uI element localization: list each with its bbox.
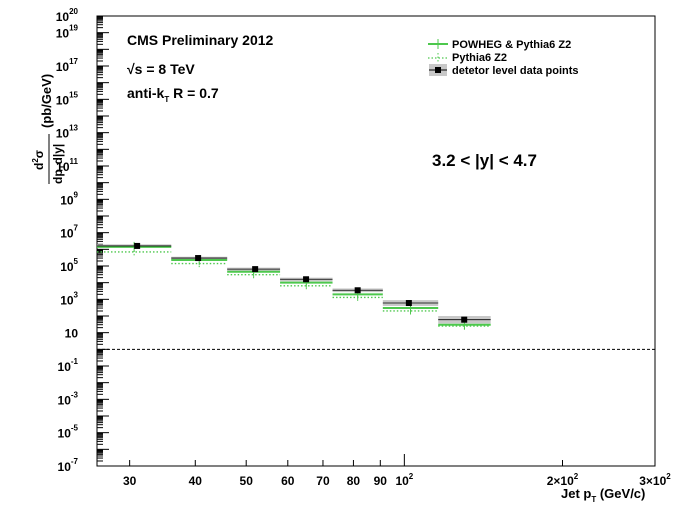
x-tick-exponent: 2 bbox=[666, 472, 671, 481]
mc-series-group bbox=[97, 241, 491, 332]
x-tick-label: 70 bbox=[316, 474, 330, 488]
x-tick-label: 30 bbox=[123, 474, 137, 488]
y-tick-label: 1015 bbox=[56, 90, 79, 107]
y-tick-label: 10-3 bbox=[58, 390, 79, 407]
x-tick-label: 60 bbox=[281, 474, 295, 488]
y-tick-exponent: -3 bbox=[71, 390, 79, 399]
x-tick-label: 3×102 bbox=[639, 472, 671, 488]
x-tick-label: 90 bbox=[374, 474, 388, 488]
algorithm-sub: T bbox=[164, 95, 169, 104]
legend: POWHEG & Pythia6 Z2 Pythia6 Z2 detetor l… bbox=[428, 39, 579, 77]
y-tick-exponent: 5 bbox=[74, 257, 79, 266]
y-tick-exponent: 7 bbox=[74, 224, 79, 233]
x-tick-exponent: 2 bbox=[574, 472, 579, 481]
y-tick-exponent: 3 bbox=[74, 290, 79, 299]
legend-entry-data: detetor level data points bbox=[429, 64, 579, 77]
plot-frame bbox=[96, 15, 656, 467]
data-point bbox=[252, 266, 259, 273]
y-tick-exponent: 19 bbox=[69, 24, 78, 33]
x-tick-label: 80 bbox=[347, 474, 361, 488]
data-point bbox=[354, 287, 361, 294]
y-tick-label: 10-7 bbox=[58, 457, 79, 474]
y-tick-exponent: -1 bbox=[71, 357, 79, 366]
y-tick-label: 109 bbox=[60, 190, 78, 207]
y-axis: 1020101910171015101310111091071051031010… bbox=[56, 7, 109, 474]
y-tick-exponent: 15 bbox=[69, 90, 78, 99]
data-point bbox=[303, 276, 310, 283]
data-point bbox=[195, 255, 202, 262]
legend-pythia-label: Pythia6 Z2 bbox=[452, 52, 507, 64]
x-tick-label: 2×102 bbox=[547, 472, 579, 488]
y-tick-exponent: 20 bbox=[69, 7, 78, 16]
algorithm-prefix: anti-k bbox=[127, 85, 165, 101]
y-tick-label: 1020 bbox=[56, 7, 79, 24]
y-tick-label: 103 bbox=[60, 290, 78, 307]
y-tick-label: 10 bbox=[65, 327, 79, 341]
y-tick-label: 105 bbox=[60, 257, 78, 274]
y-tick-label: 10-5 bbox=[58, 424, 79, 441]
legend-entry-pythia: Pythia6 Z2 bbox=[428, 52, 507, 64]
x-axis-title-unit: (GeV/c) bbox=[596, 486, 645, 501]
y-tick-exponent: 13 bbox=[69, 124, 78, 133]
y-tick-label: 1017 bbox=[56, 57, 79, 74]
y-tick-label: 1013 bbox=[56, 124, 79, 141]
x-tick-label: 50 bbox=[240, 474, 254, 488]
y-tick-exponent: -7 bbox=[71, 457, 79, 466]
y-tick-exponent: 11 bbox=[70, 157, 79, 166]
x-axis: 30 40 50 60 70 80 90 102 2×102 3×102 bbox=[123, 454, 671, 488]
y-axis-title: (pb/GeV) d2σ dpTd|y| bbox=[31, 74, 67, 184]
y-tick-label: 10-1 bbox=[58, 357, 79, 374]
x-axis-title-main: Jet p bbox=[561, 486, 591, 501]
data-uncertainty-bands bbox=[97, 244, 491, 324]
y-tick-label: 1019 bbox=[56, 24, 79, 41]
x-axis-title-sub: T bbox=[591, 495, 596, 504]
legend-powheg-label: POWHEG & Pythia6 Z2 bbox=[452, 39, 571, 51]
rapidity-label: 3.2 < |y| < 4.7 bbox=[432, 151, 537, 170]
y-axis-unit: (pb/GeV) bbox=[39, 74, 54, 128]
y-tick-exponent: 17 bbox=[69, 57, 78, 66]
x-tick-label: 102 bbox=[395, 472, 413, 488]
legend-data-label: detetor level data points bbox=[452, 65, 579, 77]
data-point bbox=[134, 242, 141, 249]
energy-label: √s = 8 TeV bbox=[127, 61, 195, 77]
y-axis-fraction-denominator: dpTd|y| bbox=[51, 144, 67, 184]
algorithm-label: anti-kT R = 0.7 bbox=[127, 85, 219, 104]
data-points-group bbox=[97, 242, 491, 323]
y-axis-fraction-numerator: d2σ bbox=[31, 150, 46, 170]
x-axis-title: Jet pT (GeV/c) bbox=[561, 486, 645, 504]
data-point bbox=[405, 300, 412, 307]
y-tick-label: 107 bbox=[60, 224, 78, 241]
plot-title: CMS Preliminary 2012 bbox=[127, 32, 274, 48]
legend-entry-powheg: POWHEG & Pythia6 Z2 bbox=[428, 39, 571, 51]
data-point bbox=[461, 316, 468, 323]
legend-data-marker bbox=[435, 67, 441, 73]
y-tick-exponent: -5 bbox=[71, 424, 79, 433]
algorithm-suffix: R = 0.7 bbox=[169, 85, 219, 101]
x-tick-exponent: 2 bbox=[409, 472, 414, 481]
y-tick-exponent: 9 bbox=[74, 190, 79, 199]
x-tick-label: 40 bbox=[189, 474, 203, 488]
